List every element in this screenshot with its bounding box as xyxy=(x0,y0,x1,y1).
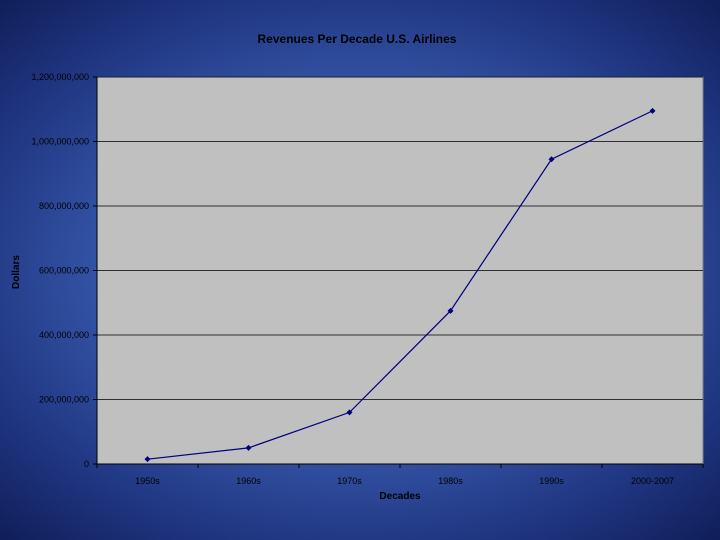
y-axis-label: Dollars xyxy=(11,255,22,289)
x-tick-label: 1980s xyxy=(438,476,463,486)
x-tick-label: 1960s xyxy=(236,476,261,486)
data-point xyxy=(447,307,454,314)
series-revenue xyxy=(144,107,656,463)
gridlines xyxy=(97,76,703,400)
y-tick-label: 200,000,000 xyxy=(39,395,89,405)
y-tick-label: 0 xyxy=(84,459,89,469)
data-point xyxy=(245,444,252,451)
x-tick-labels: 1950s 1960s 1970s 1980s 1990s 2000-2007 xyxy=(135,476,674,486)
axes xyxy=(93,76,704,468)
x-tick-label: 1970s xyxy=(337,476,362,486)
x-tick-label: 2000-2007 xyxy=(631,476,674,486)
y-tick-label: 1,200,000,000 xyxy=(31,72,89,82)
y-tick-label: 1,000,000,000 xyxy=(31,137,89,147)
chart-title: Revenues Per Decade U.S. Airlines xyxy=(258,32,457,46)
data-point xyxy=(548,156,555,163)
data-point xyxy=(144,456,151,463)
data-point xyxy=(649,107,656,114)
x-axis-label: Decades xyxy=(379,491,421,502)
x-tick-label: 1950s xyxy=(135,476,160,486)
y-tick-label: 400,000,000 xyxy=(39,330,89,340)
series-line xyxy=(147,110,653,460)
y-tick-label: 800,000,000 xyxy=(39,201,89,211)
x-tick-label: 1990s xyxy=(539,476,564,486)
data-point xyxy=(346,409,353,416)
y-tick-labels: 0 200,000,000 400,000,000 600,000,000 800,00… xyxy=(31,72,89,469)
y-tick-label: 600,000,000 xyxy=(39,266,89,276)
